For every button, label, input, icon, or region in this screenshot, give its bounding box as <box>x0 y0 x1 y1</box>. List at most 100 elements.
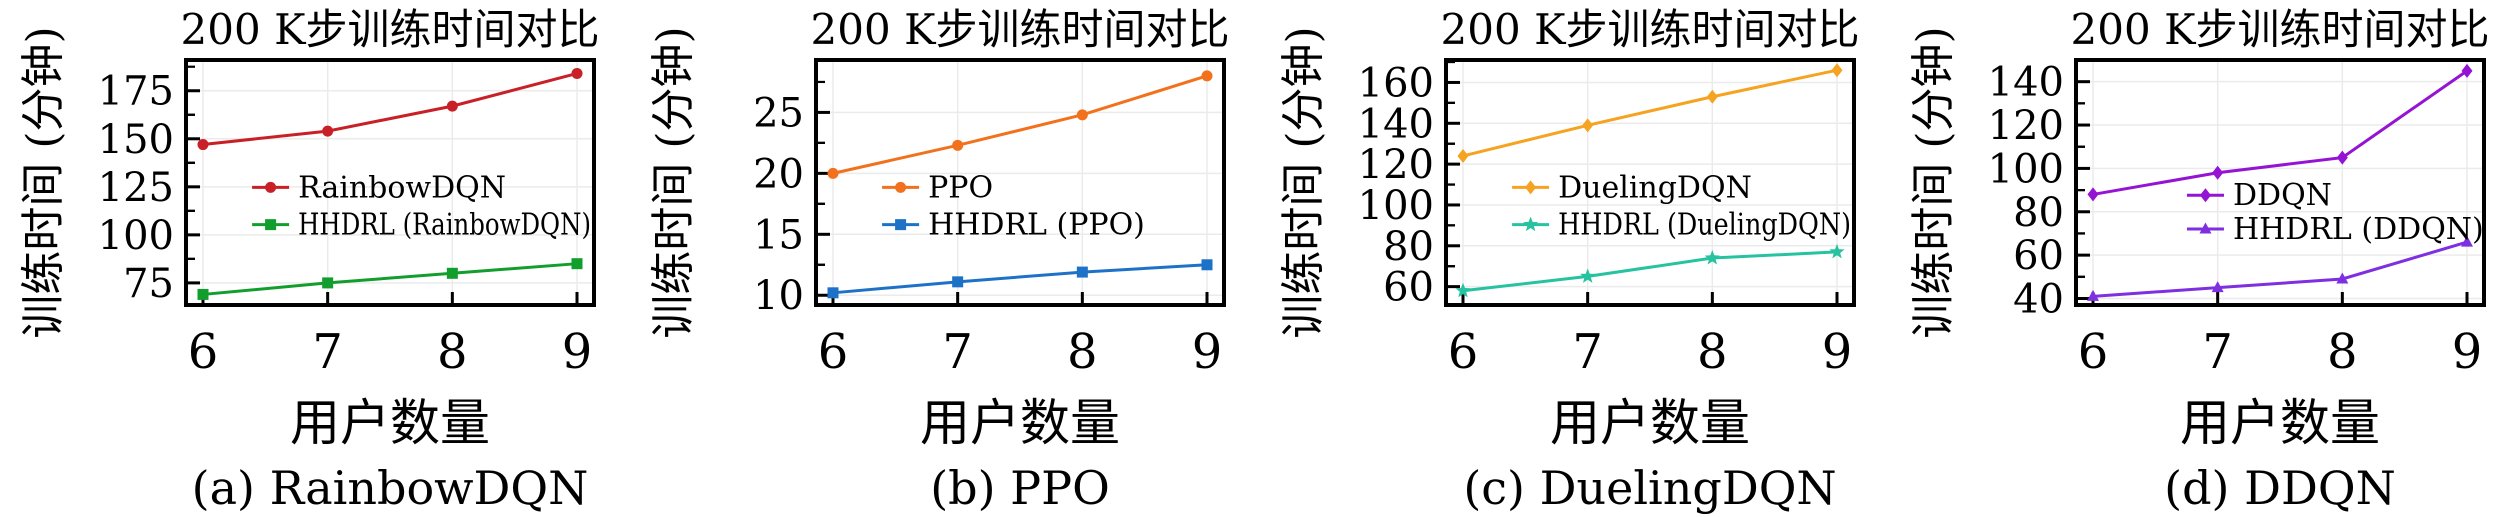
y-tick-label: 75 <box>123 261 174 307</box>
data-point-marker <box>1523 216 1539 232</box>
y-tick-label: 120 <box>1988 103 2064 149</box>
panel-caption: (a) RainbowDQN <box>192 461 589 515</box>
data-point-marker <box>1076 109 1088 121</box>
x-tick-label: 9 <box>1822 324 1853 380</box>
data-point-marker <box>2461 235 2473 247</box>
y-tick-label: 100 <box>1988 146 2064 192</box>
x-tick-label: 8 <box>437 324 468 380</box>
plot-border <box>2074 58 2486 307</box>
plot-border <box>1444 58 1856 307</box>
x-tick-label: 6 <box>818 324 849 380</box>
x-tick-label: 8 <box>2327 324 2358 380</box>
x-tick-label: 9 <box>562 324 593 380</box>
series-line <box>202 71 578 147</box>
y-tick-label: 175 <box>98 69 174 115</box>
data-point-marker <box>827 287 839 299</box>
data-point-marker <box>2087 289 2099 301</box>
y-tick-label: 120 <box>1358 142 1434 188</box>
y-tick-label: 160 <box>1358 60 1434 106</box>
x-axis-label: 用户数量 <box>2180 394 2380 452</box>
plot-border <box>184 58 596 307</box>
chart-panel-c: 60 80 100 120 140 160 6 7 8 9 DuelingDQN HHDRL (Due… <box>1260 0 1890 517</box>
x-tick-label: 6 <box>1448 324 1479 380</box>
legend-label: RainbowDQN <box>298 170 506 205</box>
chart-panel-b: 10 15 20 25 6 7 8 9 PPO HHDRL (PPO) 200 K步训练时间对比 用户… <box>630 0 1260 517</box>
y-tick-label: 60 <box>1383 265 1434 311</box>
x-tick-label: 9 <box>2452 324 2483 380</box>
x-tick-label: 8 <box>1697 324 1728 380</box>
y-axis-label: 训练时间 (分钟) <box>648 26 699 338</box>
plot-border <box>814 58 1226 307</box>
data-point-marker <box>1076 266 1088 278</box>
data-point-marker <box>1457 148 1469 163</box>
y-tick-label: 10 <box>753 273 804 319</box>
data-point-marker <box>265 181 277 193</box>
data-point-marker <box>2087 187 2099 202</box>
legend-label: PPO <box>928 170 993 205</box>
y-tick-label: 80 <box>2013 190 2064 236</box>
legend-label: DuelingDQN <box>1558 170 1752 205</box>
y-tick-label: 100 <box>1358 183 1434 229</box>
data-point-marker <box>446 267 458 279</box>
data-point-marker <box>827 167 839 179</box>
y-tick-label: 140 <box>1988 60 2064 106</box>
y-tick-label: 60 <box>2013 233 2064 279</box>
x-tick-label: 7 <box>942 324 973 380</box>
data-point-marker <box>571 258 583 270</box>
y-axis-label: 训练时间 (分钟) <box>1278 26 1329 338</box>
data-point-marker <box>2199 222 2212 234</box>
data-point-marker <box>952 139 964 151</box>
x-axis-label: 用户数量 <box>920 394 1120 452</box>
x-tick-label: 6 <box>2078 324 2109 380</box>
x-tick-label: 7 <box>1572 324 1603 380</box>
data-point-marker <box>2461 63 2473 78</box>
series-line <box>1462 68 1838 158</box>
y-tick-label: 15 <box>753 212 804 258</box>
data-point-marker <box>1831 63 1843 78</box>
data-point-marker <box>197 139 209 151</box>
data-point-marker <box>895 219 907 231</box>
legend-label: DDQN <box>2233 178 2332 213</box>
y-tick-label: 40 <box>2013 276 2064 322</box>
x-tick-label: 7 <box>312 324 343 380</box>
series-line <box>202 262 578 296</box>
x-axis-label: 用户数量 <box>290 394 490 452</box>
panel-caption: (b) PPO <box>930 461 1110 515</box>
chart-title: 200 K步训练时间对比 <box>811 5 1230 54</box>
y-tick-label: 25 <box>753 90 804 136</box>
data-point-marker <box>2336 272 2349 284</box>
x-tick-label: 9 <box>1192 324 1223 380</box>
data-point-marker <box>1829 243 1845 259</box>
data-point-marker <box>1580 268 1596 283</box>
legend-label: HHDRL (DuelingDQN) <box>1558 208 1851 243</box>
data-point-marker <box>446 100 458 112</box>
chart-title: 200 K步训练时间对比 <box>2071 5 2490 54</box>
data-point-marker <box>322 277 334 289</box>
y-tick-label: 20 <box>753 151 804 197</box>
data-point-marker <box>952 276 964 288</box>
data-point-marker <box>1706 89 1718 104</box>
chart-panel-d: 40 60 80 100 120 140 6 7 8 9 DDQN HHDRL (DDQN) 200 K… <box>1890 0 2520 517</box>
chart-title: 200 K步训练时间对比 <box>1441 5 1860 54</box>
y-axis-label: 训练时间 (分钟) <box>1908 26 1959 338</box>
data-point-marker <box>2212 165 2224 180</box>
data-point-marker <box>265 219 277 231</box>
chart-title: 200 K步训练时间对比 <box>181 5 600 54</box>
series-line <box>832 263 1208 295</box>
panel-caption: (c) DuelingDQN <box>1463 461 1836 515</box>
data-point-marker <box>1582 118 1594 133</box>
data-point-marker <box>1704 250 1720 265</box>
data-point-marker <box>322 125 334 137</box>
legend-label: HHDRL (PPO) <box>928 208 1145 243</box>
data-point-marker <box>571 67 583 79</box>
data-point-marker <box>2199 188 2211 203</box>
data-point-marker <box>2211 281 2224 293</box>
data-point-marker <box>1201 70 1213 82</box>
series-line <box>2092 240 2468 298</box>
y-tick-label: 80 <box>1383 224 1434 270</box>
